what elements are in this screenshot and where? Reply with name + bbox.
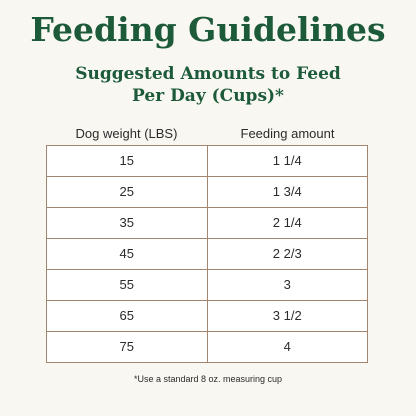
cell-dog-weight: 65 bbox=[119, 308, 134, 323]
cell-dog-weight: 75 bbox=[119, 339, 134, 354]
footnote: *Use a standard 8 oz. measuring cup bbox=[133, 374, 283, 384]
table-row: 35 2 1/4 bbox=[47, 207, 367, 238]
table-row: 75 4 bbox=[47, 331, 367, 362]
cell-feeding-amount: 1 1/4 bbox=[206, 146, 368, 176]
page-subtitle: Suggested Amounts to Feed Per Day (Cups)… bbox=[0, 63, 416, 107]
page-title: Feeding Guidelines bbox=[30, 10, 386, 49]
cell-feeding-amount: 3 1/2 bbox=[206, 301, 368, 331]
table-row: 15 1 1/4 bbox=[47, 146, 367, 176]
cell-feeding-amount: 2 2/3 bbox=[206, 239, 368, 269]
subtitle-line-2: Per Day (Cups)* bbox=[132, 86, 284, 106]
cell-feeding-amount: 4 bbox=[206, 332, 368, 362]
subtitle-line-1: Suggested Amounts to Feed bbox=[75, 64, 341, 84]
cell-feeding-amount: 2 1/4 bbox=[206, 208, 368, 238]
cell-feeding-amount: 3 bbox=[206, 270, 368, 300]
feeding-table: 15 1 1/4 25 1 3/4 35 2 1/4 45 2 2/3 55 3… bbox=[46, 145, 368, 363]
cell-feeding-amount: 1 3/4 bbox=[206, 177, 368, 207]
table-row: 45 2 2/3 bbox=[47, 238, 367, 269]
cell-dog-weight: 45 bbox=[119, 246, 134, 261]
cell-dog-weight: 35 bbox=[119, 215, 134, 230]
cell-dog-weight: 25 bbox=[119, 184, 134, 199]
column-header-dog-weight: Dog weight (LBS) bbox=[75, 126, 178, 141]
table-row: 25 1 3/4 bbox=[47, 176, 367, 207]
cell-dog-weight: 55 bbox=[119, 277, 134, 292]
table-row: 65 3 1/2 bbox=[47, 300, 367, 331]
table-row: 55 3 bbox=[47, 269, 367, 300]
cell-dog-weight: 15 bbox=[119, 153, 134, 168]
column-header-feeding-amount: Feeding amount bbox=[240, 126, 335, 141]
table-header: Dog weight (LBS) Feeding amount bbox=[46, 124, 368, 144]
